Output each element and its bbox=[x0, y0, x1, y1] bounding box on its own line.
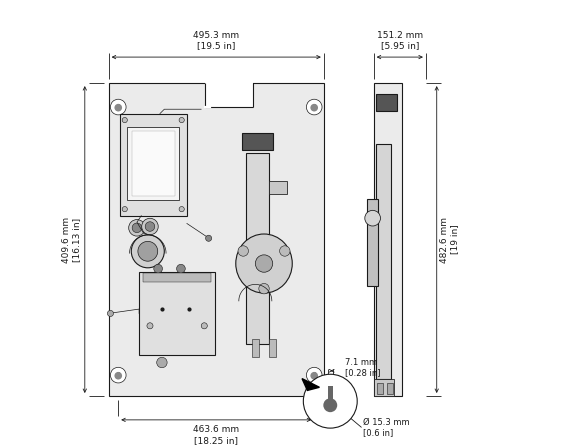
Ellipse shape bbox=[236, 234, 292, 293]
Bar bbox=[313, 372, 316, 378]
Bar bbox=[376, 144, 391, 379]
Circle shape bbox=[114, 372, 122, 379]
Bar bbox=[374, 379, 394, 396]
Circle shape bbox=[147, 323, 153, 329]
Bar bbox=[313, 104, 316, 109]
Bar bbox=[117, 372, 120, 378]
Circle shape bbox=[122, 207, 127, 212]
Circle shape bbox=[138, 241, 158, 261]
Circle shape bbox=[323, 398, 337, 412]
Circle shape bbox=[280, 246, 290, 256]
Circle shape bbox=[306, 367, 322, 383]
Circle shape bbox=[259, 284, 269, 294]
Bar bbox=[376, 95, 397, 111]
Bar bbox=[120, 113, 187, 215]
Circle shape bbox=[114, 104, 122, 112]
Circle shape bbox=[142, 218, 158, 235]
Bar bbox=[127, 127, 179, 200]
Text: 409.6 mm
[16.13 in]: 409.6 mm [16.13 in] bbox=[62, 216, 81, 263]
Bar bbox=[132, 131, 175, 196]
Bar bbox=[252, 340, 259, 357]
Circle shape bbox=[129, 220, 145, 236]
Bar bbox=[205, 81, 253, 107]
Circle shape bbox=[179, 117, 184, 123]
Bar bbox=[269, 181, 287, 194]
Circle shape bbox=[110, 99, 126, 115]
Bar bbox=[109, 83, 324, 396]
Circle shape bbox=[131, 235, 164, 268]
Text: 7.1 mm
[0.28 in]: 7.1 mm [0.28 in] bbox=[346, 358, 381, 377]
Polygon shape bbox=[302, 379, 320, 390]
Text: 482.6 mm
[19 in]: 482.6 mm [19 in] bbox=[440, 216, 460, 263]
Text: 495.3 mm
[19.5 in]: 495.3 mm [19.5 in] bbox=[193, 31, 239, 50]
Circle shape bbox=[154, 264, 162, 273]
Bar bbox=[143, 273, 211, 282]
Bar bbox=[374, 83, 402, 396]
Circle shape bbox=[255, 255, 273, 272]
Bar bbox=[377, 383, 383, 394]
Circle shape bbox=[238, 246, 249, 256]
Text: 151.2 mm
[5.95 in]: 151.2 mm [5.95 in] bbox=[377, 31, 423, 50]
Bar bbox=[139, 272, 215, 355]
Circle shape bbox=[122, 117, 127, 123]
Circle shape bbox=[303, 374, 357, 428]
Circle shape bbox=[108, 310, 113, 316]
Bar bbox=[328, 386, 333, 403]
Circle shape bbox=[177, 264, 186, 273]
Circle shape bbox=[157, 358, 167, 368]
Bar bbox=[242, 133, 273, 151]
Bar bbox=[269, 340, 276, 357]
Bar bbox=[246, 153, 269, 344]
Circle shape bbox=[179, 207, 184, 212]
Circle shape bbox=[132, 223, 142, 233]
Bar bbox=[367, 199, 378, 286]
Circle shape bbox=[110, 367, 126, 383]
Text: 463.6 mm
[18.25 in]: 463.6 mm [18.25 in] bbox=[193, 425, 239, 445]
Circle shape bbox=[310, 372, 318, 379]
Circle shape bbox=[310, 104, 318, 112]
Circle shape bbox=[306, 99, 322, 115]
Text: Ø 15.3 mm
[0.6 in]: Ø 15.3 mm [0.6 in] bbox=[364, 418, 410, 437]
Circle shape bbox=[145, 222, 155, 231]
Bar bbox=[387, 383, 393, 394]
Circle shape bbox=[201, 323, 208, 329]
Circle shape bbox=[365, 211, 380, 226]
Bar bbox=[117, 104, 120, 109]
Circle shape bbox=[206, 235, 212, 241]
